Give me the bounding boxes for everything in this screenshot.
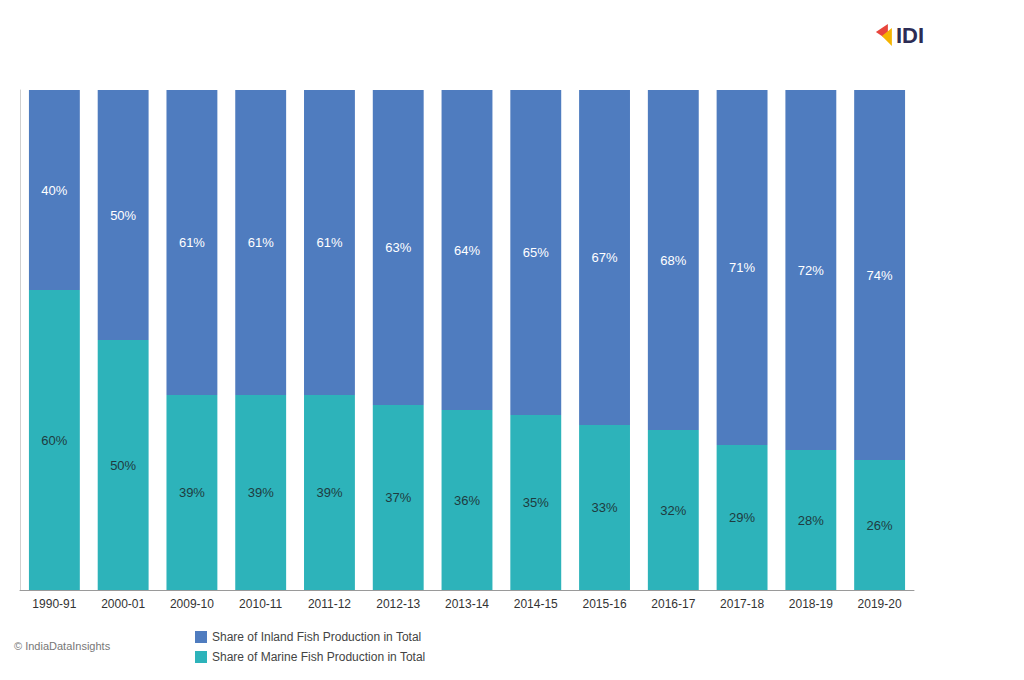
svg-text:36%: 36% bbox=[454, 493, 480, 508]
svg-text:32%: 32% bbox=[660, 503, 686, 518]
svg-text:64%: 64% bbox=[454, 243, 480, 258]
svg-text:2011-12: 2011-12 bbox=[308, 597, 351, 611]
svg-text:2018-19: 2018-19 bbox=[789, 597, 833, 611]
svg-text:1990-91: 1990-91 bbox=[32, 597, 76, 611]
svg-text:Share of Inland Fish Productio: Share of Inland Fish Production in Total bbox=[212, 630, 421, 644]
svg-text:2009-10: 2009-10 bbox=[170, 597, 214, 611]
svg-text:2017-18: 2017-18 bbox=[720, 597, 764, 611]
svg-text:2019-20: 2019-20 bbox=[858, 597, 902, 611]
svg-text:2010-11: 2010-11 bbox=[239, 597, 282, 611]
svg-text:Share of Marine Fish Productio: Share of Marine Fish Production in Total bbox=[212, 650, 425, 664]
svg-text:39%: 39% bbox=[179, 485, 205, 500]
svg-text:50%: 50% bbox=[110, 208, 136, 223]
svg-text:71%: 71% bbox=[729, 260, 755, 275]
svg-text:63%: 63% bbox=[385, 240, 411, 255]
svg-text:26%: 26% bbox=[867, 518, 893, 533]
svg-text:60%: 60% bbox=[41, 433, 67, 448]
svg-text:67%: 67% bbox=[592, 250, 618, 265]
svg-text:61%: 61% bbox=[179, 235, 205, 250]
svg-text:72%: 72% bbox=[798, 263, 824, 278]
svg-text:33%: 33% bbox=[592, 500, 618, 515]
svg-text:2015-16: 2015-16 bbox=[583, 597, 627, 611]
svg-text:74%: 74% bbox=[867, 268, 893, 283]
svg-text:© IndiaDataInsights: © IndiaDataInsights bbox=[14, 640, 111, 652]
svg-text:2016-17: 2016-17 bbox=[651, 597, 695, 611]
svg-text:61%: 61% bbox=[248, 235, 274, 250]
svg-text:2012-13: 2012-13 bbox=[376, 597, 420, 611]
svg-text:50%: 50% bbox=[110, 458, 136, 473]
svg-text:37%: 37% bbox=[385, 490, 411, 505]
svg-text:65%: 65% bbox=[523, 245, 549, 260]
svg-text:28%: 28% bbox=[798, 513, 824, 528]
svg-text:61%: 61% bbox=[316, 235, 342, 250]
svg-text:2000-01: 2000-01 bbox=[101, 597, 145, 611]
svg-text:35%: 35% bbox=[523, 495, 549, 510]
svg-text:39%: 39% bbox=[316, 485, 342, 500]
svg-text:68%: 68% bbox=[660, 253, 686, 268]
svg-text:IDI: IDI bbox=[896, 23, 924, 48]
svg-text:40%: 40% bbox=[41, 183, 67, 198]
svg-text:2014-15: 2014-15 bbox=[514, 597, 558, 611]
svg-text:39%: 39% bbox=[248, 485, 274, 500]
svg-text:2013-14: 2013-14 bbox=[445, 597, 489, 611]
svg-text:29%: 29% bbox=[729, 510, 755, 525]
